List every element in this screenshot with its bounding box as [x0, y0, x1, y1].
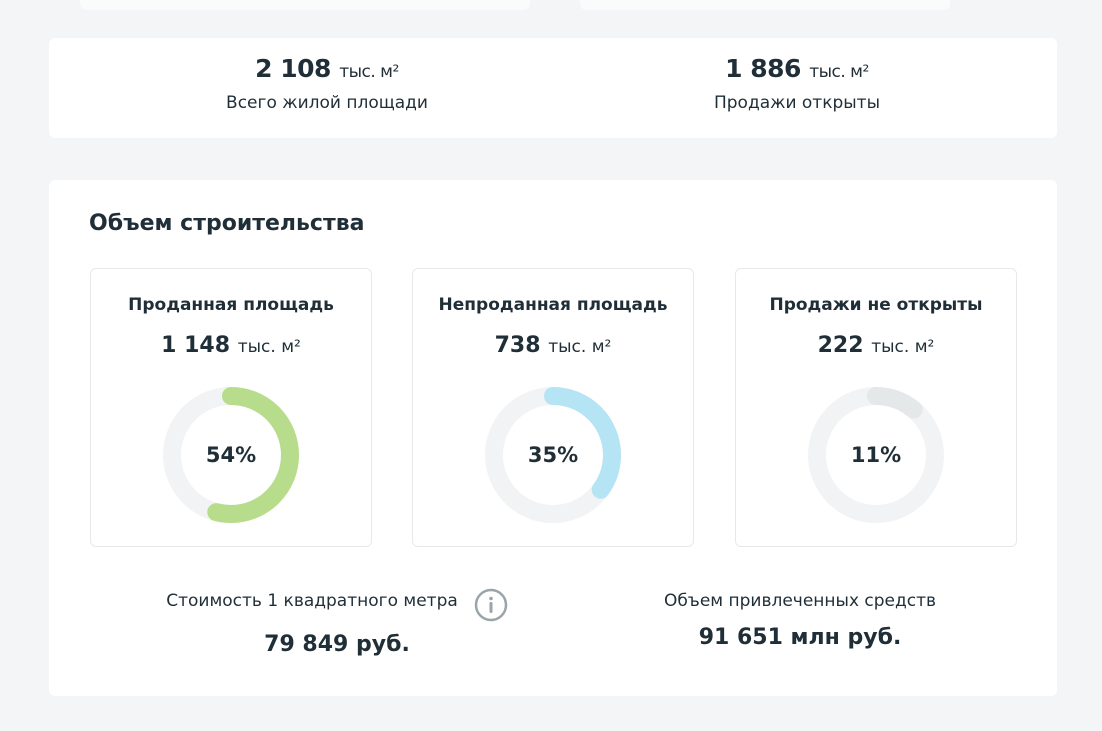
summary-value-line: 1 886 тыс. м² — [647, 54, 947, 83]
faint-card — [80, 0, 530, 10]
stat-value: 222 — [817, 333, 864, 358]
stat-value-line: 738 тыс. м² — [413, 333, 693, 358]
stat-unit: тыс. м² — [871, 337, 935, 357]
summary-item: 1 886 тыс. м² Продажи открыты — [647, 54, 947, 113]
summary-value: 2 108 — [255, 54, 331, 83]
stat-unit: тыс. м² — [237, 337, 301, 357]
stat-value: 1 148 — [161, 333, 231, 358]
stat-title: Проданная площадь — [128, 295, 334, 315]
funds-value: 91 651 млн руб. — [698, 625, 902, 650]
summary-label: Продажи открыты — [713, 93, 881, 113]
donut-label: 11% — [851, 443, 901, 467]
stat-value: 738 — [494, 333, 541, 358]
donut-label: 54% — [206, 443, 256, 467]
stat-card: Проданная площадь 1 148 тыс. м² 54% — [90, 268, 372, 547]
summary-card: 2 108 тыс. м² Всего жилой площади 1 886 … — [49, 38, 1057, 138]
summary-unit: тыс. м² — [809, 62, 869, 82]
stat-value-line: 222 тыс. м² — [736, 333, 1016, 358]
info-icon[interactable] — [474, 588, 508, 622]
funds-label: Объем привлеченных средств — [663, 591, 937, 611]
donut: 54% — [163, 387, 299, 523]
summary-label: Всего жилой площади — [226, 93, 428, 113]
summary-value-line: 2 108 тыс. м² — [177, 54, 477, 83]
stat-card: Непроданная площадь 738 тыс. м² 35% — [412, 268, 694, 547]
faint-card — [580, 0, 950, 10]
construction-card: Объем строительства Стоимость 1 квадратн… — [49, 180, 1057, 696]
price-label-line: Стоимость 1 квадратного метра — [132, 591, 492, 611]
summary-value: 1 886 — [725, 54, 801, 83]
stat-value-line: 1 148 тыс. м² — [91, 333, 371, 358]
price-label: Стоимость 1 квадратного метра — [166, 591, 458, 611]
price-value: 79 849 руб. — [264, 632, 410, 657]
stat-title: Непроданная площадь — [438, 295, 668, 315]
stat-card: Продажи не открыты 222 тыс. м² 11% — [735, 268, 1017, 547]
donut-label: 35% — [528, 443, 578, 467]
summary-unit: тыс. м² — [339, 62, 399, 82]
stat-title: Продажи не открыты — [769, 295, 983, 315]
donut-arc — [808, 387, 944, 523]
donut: 35% — [485, 387, 621, 523]
donut: 11% — [808, 387, 944, 523]
summary-item: 2 108 тыс. м² Всего жилой площади — [177, 54, 477, 113]
donut-arc — [485, 387, 621, 523]
donut-arc — [163, 387, 299, 523]
section-title: Объем строительства — [89, 211, 365, 236]
stat-unit: тыс. м² — [548, 337, 612, 357]
